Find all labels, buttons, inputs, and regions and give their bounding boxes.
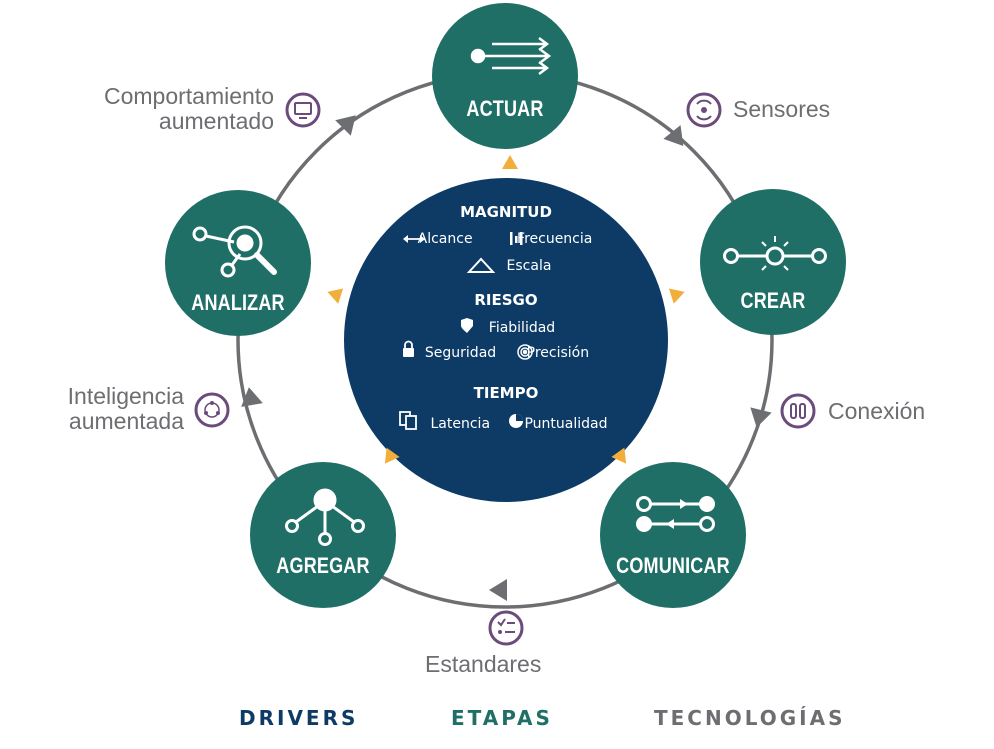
lock-icon xyxy=(403,340,414,357)
driver-item-row-1: Alcance Frecuencia xyxy=(344,231,668,247)
stage-label-agregar: AGREGAR xyxy=(276,553,370,578)
magnifier-network-icon xyxy=(192,225,277,278)
driver-item-precision: Precisión xyxy=(526,345,590,361)
driver-item-escala: Escala xyxy=(506,258,552,274)
driver-item-seguridad: Seguridad xyxy=(424,345,497,361)
driver-pointer-right xyxy=(668,288,685,304)
stage-comunicar xyxy=(600,462,746,608)
stage-crear xyxy=(700,189,846,335)
driver-title-tiempo: TIEMPO xyxy=(473,384,539,402)
tech-estandares: Estandares xyxy=(425,651,542,677)
ring-arrow-sensores xyxy=(663,125,684,146)
driver-pointer-bottom-left xyxy=(384,447,400,464)
driver-item-fiabilidad: Fiabilidad xyxy=(488,320,556,336)
tech-comportamiento: Comportamiento aumentado xyxy=(40,84,274,134)
range-arrow-icon xyxy=(403,235,425,243)
tech-comportamiento-line2: aumentado xyxy=(158,108,274,134)
tech-sensores: Sensores xyxy=(733,96,831,122)
shield-icon xyxy=(461,318,473,333)
driver-pointer-top xyxy=(502,155,518,169)
connection-icon xyxy=(780,393,816,429)
ring-arrow-inteligencia xyxy=(241,387,263,407)
driver-item-latencia: Latencia xyxy=(430,416,491,432)
legend-tecnologias: TECNOLOGÍAS xyxy=(654,706,846,730)
ring-arrow-conexion xyxy=(750,407,772,428)
tech-comportamiento-line1: Comportamiento xyxy=(103,83,274,109)
driver-item-frecuencia: Frecuencia xyxy=(517,231,593,247)
stage-label-comunicar: COMUNICAR xyxy=(616,553,730,578)
driver-item-alcance: Alcance xyxy=(417,231,473,247)
legend-etapas: ETAPAS xyxy=(451,706,553,730)
driver-item-row-riesgo: Seguridad Precisión xyxy=(344,345,668,361)
tech-inteligencia: Inteligencia aumentada xyxy=(20,384,184,434)
driver-item-puntualidad: Puntualidad xyxy=(524,416,608,432)
tree-aggregate-icon xyxy=(285,488,365,546)
sensor-waves-icon xyxy=(686,92,722,128)
network-ring-icon xyxy=(194,392,230,428)
driver-title-riesgo: RIESGO xyxy=(474,291,538,309)
driver-title-magnitud: MAGNITUD xyxy=(460,203,552,221)
stage-actuar xyxy=(432,3,578,149)
driver-pointer-left xyxy=(327,288,344,304)
stage-label-actuar: ACTUAR xyxy=(466,96,544,121)
ring-arrow-comportamiento xyxy=(335,115,356,136)
drivers-circle xyxy=(344,178,668,502)
legend-drivers: DRIVERS xyxy=(239,706,359,730)
bidirectional-link-icon xyxy=(636,496,715,532)
clock-pie-icon xyxy=(509,414,523,428)
stage-label-analizar: ANALIZAR xyxy=(191,290,285,315)
target-icon xyxy=(517,344,533,360)
latency-icon xyxy=(399,411,417,430)
arrows-out-icon xyxy=(470,37,552,75)
checklist-icon xyxy=(488,610,524,646)
stage-analizar xyxy=(165,190,311,336)
driver-pointer-bottom-right xyxy=(611,447,627,464)
tech-conexion: Conexión xyxy=(828,398,926,424)
light-node-icon xyxy=(723,236,827,271)
tech-inteligencia-line2: aumentada xyxy=(68,408,184,434)
tech-inteligencia-line1: Inteligencia xyxy=(67,383,184,409)
stage-label-crear: CREAR xyxy=(740,288,806,313)
frequency-bars-icon xyxy=(510,232,523,245)
driver-item-row-tiempo: Latencia Puntualidad xyxy=(344,416,668,432)
monitor-icon xyxy=(285,92,321,128)
ring-arrow-estandares xyxy=(489,579,507,601)
mountain-icon xyxy=(466,257,496,273)
